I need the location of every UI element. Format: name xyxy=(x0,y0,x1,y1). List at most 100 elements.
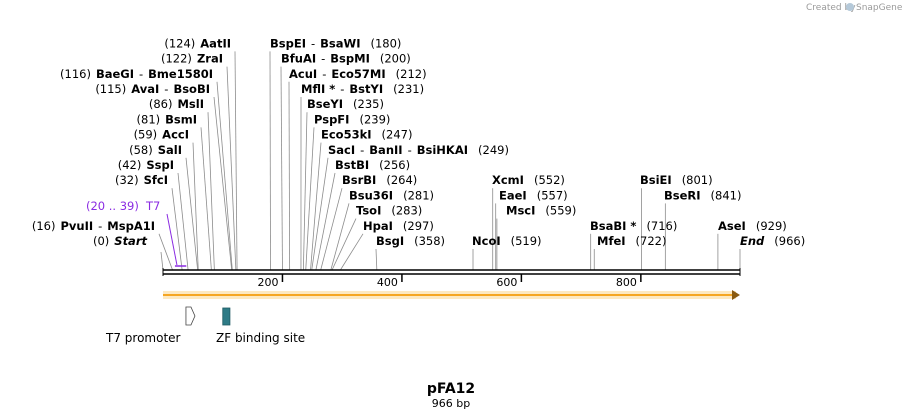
site-label-text[interactable]: (86) MslI xyxy=(149,97,204,111)
orf-arrow[interactable] xyxy=(163,290,740,300)
site-label-text[interactable]: (42) SspI xyxy=(118,158,174,172)
site-label-text[interactable]: Bsu36I (281) xyxy=(349,188,434,202)
site-label[interactable]: (59) AccI xyxy=(134,128,189,142)
site-label-text[interactable]: BspEI - BsaWI (180) xyxy=(270,36,401,50)
site-label[interactable]: BseYI (235) xyxy=(307,97,384,111)
feature[interactable]: T7 promoter xyxy=(105,306,196,345)
enzyme-name: AcuI xyxy=(289,67,317,81)
site-label-text[interactable]: NcoI (519) xyxy=(472,234,542,248)
enzyme-name: MfeI xyxy=(597,234,626,248)
site-label-text[interactable]: (0) Start xyxy=(93,234,148,248)
site-label-text[interactable]: AseI (929) xyxy=(718,219,787,233)
enzyme-name: BsmI xyxy=(165,112,197,126)
primer-t7[interactable]: (20 .. 39) T7 xyxy=(86,199,187,267)
site-label-text[interactable]: XcmI (552) xyxy=(492,173,565,187)
enzyme-name: MscI xyxy=(506,204,535,218)
site-leader-lines xyxy=(158,51,741,271)
site-label[interactable]: AseI (929) xyxy=(718,219,787,233)
site-leader-line xyxy=(213,96,233,271)
site-label[interactable]: HpaI (297) xyxy=(363,219,434,233)
site-label-text[interactable]: MfeI (722) xyxy=(597,234,666,248)
site-label[interactable]: BsgI (358) xyxy=(376,234,445,248)
site-position: (557) xyxy=(537,188,568,202)
site-position: (559) xyxy=(545,204,576,218)
site-label[interactable]: (122) ZraI xyxy=(161,52,223,66)
site-label-text[interactable]: BsrBI (264) xyxy=(342,173,417,187)
site-label[interactable]: TsoI (283) xyxy=(356,204,422,218)
ruler-ticks: 200 400 600 800 xyxy=(257,274,642,289)
site-label-text[interactable]: EaeI (557) xyxy=(499,188,568,202)
site-label[interactable]: (124) AatII xyxy=(164,36,231,50)
ruler-tick-label: 200 xyxy=(257,276,278,289)
site-label[interactable]: (116) BaeGI - Bme1580I xyxy=(60,67,213,81)
site-label-text[interactable]: BseRI (841) xyxy=(664,188,741,202)
site-label[interactable]: (0) Start xyxy=(93,234,148,248)
site-label[interactable]: XcmI (552) xyxy=(492,173,565,187)
site-label-text[interactable]: BsaBI * (716) xyxy=(590,219,677,233)
site-label[interactable]: Bsu36I (281) xyxy=(349,188,434,202)
site-label-text[interactable]: (32) SfcI xyxy=(115,173,168,187)
site-label[interactable]: (115) AvaI - BsoBI xyxy=(95,82,210,96)
enzyme-name: MflI * xyxy=(301,82,335,96)
site-leader-line xyxy=(158,233,173,271)
site-label[interactable]: (58) SalI xyxy=(129,143,182,157)
site-label-text[interactable]: BseYI (235) xyxy=(307,97,384,111)
site-label-text[interactable]: (115) AvaI - BsoBI xyxy=(95,82,210,96)
site-label[interactable]: NcoI (519) xyxy=(472,234,542,248)
site-label-text[interactable]: BsiEI (801) xyxy=(640,173,713,187)
site-label[interactable]: (42) SspI xyxy=(118,158,174,172)
site-label[interactable]: EaeI (557) xyxy=(499,188,568,202)
site-label-text[interactable]: MscI (559) xyxy=(506,204,576,218)
site-label-text[interactable]: (16) PvuII - MspA1I xyxy=(32,219,155,233)
site-position: (297) xyxy=(403,219,434,233)
site-label-text[interactable]: (58) SalI xyxy=(129,143,182,157)
site-position: (32) xyxy=(115,173,139,187)
site-label-text[interactable]: MflI * - BstYI (231) xyxy=(301,82,424,96)
site-label[interactable]: MfeI (722) xyxy=(597,234,666,248)
site-label[interactable]: (32) SfcI xyxy=(115,173,168,187)
site-label[interactable]: (86) MslI xyxy=(149,97,204,111)
site-label-text[interactable]: AcuI - Eco57MI (212) xyxy=(289,67,427,81)
site-label-text[interactable]: (122) ZraI xyxy=(161,52,223,66)
site-label-text[interactable]: BfuAI - BspMI (200) xyxy=(281,52,411,66)
site-label[interactable]: BsrBI (264) xyxy=(342,173,417,187)
site-label[interactable]: BseRI (841) xyxy=(664,188,741,202)
site-leader-line xyxy=(340,233,364,271)
feature[interactable]: ZF binding site xyxy=(216,307,305,345)
site-label-text[interactable]: SacI - BanII - BsiHKAI (249) xyxy=(328,143,509,157)
site-label-text[interactable]: (116) BaeGI - Bme1580I xyxy=(60,67,213,81)
site-position: (86) xyxy=(149,97,173,111)
ruler-tick-label: 600 xyxy=(496,276,517,289)
site-position: (212) xyxy=(396,67,427,81)
site-label[interactable]: (81) BsmI xyxy=(137,112,197,126)
site-label[interactable]: MflI * - BstYI (231) xyxy=(301,82,424,96)
site-label[interactable]: (16) PvuII - MspA1I xyxy=(32,219,155,233)
enzyme-name: BsoBI xyxy=(173,82,210,96)
site-label[interactable]: MscI (559) xyxy=(506,204,576,218)
enzyme-name: BseYI xyxy=(307,97,343,111)
site-label[interactable]: BspEI - BsaWI (180) xyxy=(270,36,401,50)
site-label-text[interactable]: (124) AatII xyxy=(164,36,231,50)
site-label-text[interactable]: (81) BsmI xyxy=(137,112,197,126)
site-label[interactable]: BstBI (256) xyxy=(335,158,410,172)
site-label-text[interactable]: BstBI (256) xyxy=(335,158,410,172)
site-label-text[interactable]: (59) AccI xyxy=(134,128,189,142)
site-label[interactable]: End (966) xyxy=(740,234,805,248)
site-label-text[interactable]: End (966) xyxy=(740,234,805,248)
site-position: (42) xyxy=(118,158,142,172)
site-label-text[interactable]: Eco53kI (247) xyxy=(321,128,412,142)
site-label[interactable]: PspFI (239) xyxy=(314,112,390,126)
site-label-text[interactable]: PspFI (239) xyxy=(314,112,390,126)
site-label[interactable]: BfuAI - BspMI (200) xyxy=(281,52,411,66)
site-leader-line xyxy=(185,157,199,271)
site-label-text[interactable]: HpaI (297) xyxy=(363,219,434,233)
site-label[interactable]: SacI - BanII - BsiHKAI (249) xyxy=(328,143,509,157)
site-label-text[interactable]: TsoI (283) xyxy=(356,204,422,218)
site-label[interactable]: BsaBI * (716) xyxy=(590,219,677,233)
enzyme-name: AseI xyxy=(718,219,746,233)
site-label[interactable]: Eco53kI (247) xyxy=(321,128,412,142)
snapgene-credit: Created by SnapGene xyxy=(806,3,903,13)
site-label[interactable]: BsiEI (801) xyxy=(640,173,713,187)
site-label[interactable]: AcuI - Eco57MI (212) xyxy=(289,67,427,81)
site-label-text[interactable]: BsgI (358) xyxy=(376,234,445,248)
